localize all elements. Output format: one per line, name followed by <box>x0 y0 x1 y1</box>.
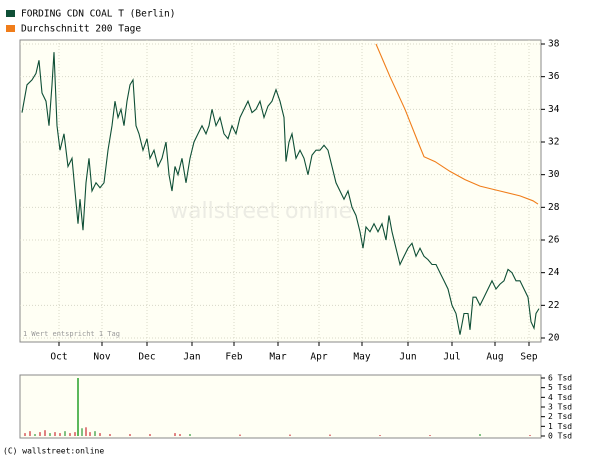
y-tick-label: 30 <box>548 169 560 180</box>
legend-swatch <box>6 10 15 17</box>
x-tick-label: Oct <box>50 352 67 363</box>
volume-bar <box>289 434 291 436</box>
volume-bar <box>77 378 79 436</box>
volume-bar <box>39 432 41 436</box>
legend-label: Durchschnitt 200 Tage <box>21 24 141 35</box>
plot-area <box>19 39 542 343</box>
y-tick-label: 3 Tsd <box>548 403 572 412</box>
note: 1 Wert entspricht 1 Tag <box>23 330 120 338</box>
y-tick-label: 5 Tsd <box>548 383 572 392</box>
y-tick-label: 22 <box>548 300 559 311</box>
x-tick-label: May <box>353 352 370 363</box>
legend-label: FORDING CDN COAL T (Berlin) <box>21 9 175 20</box>
volume-bar <box>529 435 531 436</box>
copyright: (C) wallstreet:online <box>3 447 104 456</box>
volume-bar <box>99 433 101 436</box>
y-tick-label: 0 Tsd <box>548 432 572 441</box>
price-line <box>375 43 539 205</box>
volume-bar <box>329 434 331 436</box>
price-line <box>21 52 540 335</box>
volume-bar <box>94 431 96 436</box>
volume-bar <box>29 431 31 436</box>
x-tick-label: Nov <box>93 352 110 363</box>
volume-bar <box>24 433 26 436</box>
volume-bar <box>109 434 111 436</box>
legend-swatch <box>6 25 15 32</box>
volume-bar <box>69 433 71 436</box>
volume-bar <box>54 432 56 436</box>
y-tick-label: 26 <box>548 235 560 246</box>
watermark: wallstreet online <box>170 199 352 224</box>
y-tick-label: 38 <box>548 39 560 50</box>
y-tick-label: 20 <box>548 333 560 344</box>
volume-bar <box>34 434 36 436</box>
volume-bar <box>479 434 481 436</box>
volume-area <box>19 374 542 439</box>
y-tick-label: 32 <box>548 137 559 148</box>
x-tick-label: Jun <box>399 352 416 363</box>
volume-bar <box>85 427 87 436</box>
x-tick-label: Jan <box>183 352 200 363</box>
volume-bar <box>44 430 46 436</box>
volume-bar <box>179 434 181 436</box>
volume-bar <box>89 432 91 436</box>
volume-bar <box>379 435 381 436</box>
volume-bar <box>129 434 131 436</box>
volume-bar <box>239 434 241 436</box>
x-tick-label: Apr <box>310 352 327 363</box>
x-tick-label: Mar <box>269 352 286 363</box>
volume-bar <box>429 435 431 436</box>
volume-bar <box>59 433 61 436</box>
y-tick-label: 36 <box>548 71 560 82</box>
volume-bar <box>149 434 151 436</box>
y-tick-label: 4 Tsd <box>548 393 572 402</box>
volume-bar <box>49 433 51 436</box>
x-tick-label: Aug <box>486 352 503 363</box>
y-tick-label: 6 Tsd <box>548 374 572 383</box>
y-tick-label: 34 <box>548 104 560 115</box>
x-tick-label: Feb <box>225 352 242 363</box>
x-tick-label: Dec <box>138 352 155 363</box>
y-tick-label: 28 <box>548 202 560 213</box>
volume-bar <box>174 433 176 436</box>
x-tick-label: Jul <box>443 352 460 363</box>
volume-bar <box>64 431 66 436</box>
y-tick-label: 2 Tsd <box>548 412 572 421</box>
volume-bar <box>81 428 83 436</box>
x-tick-label: Sep <box>520 352 537 363</box>
y-tick-label: 24 <box>548 267 560 278</box>
y-tick-label: 1 Tsd <box>548 422 572 431</box>
volume-bar <box>189 434 191 436</box>
volume-bar <box>74 432 76 436</box>
